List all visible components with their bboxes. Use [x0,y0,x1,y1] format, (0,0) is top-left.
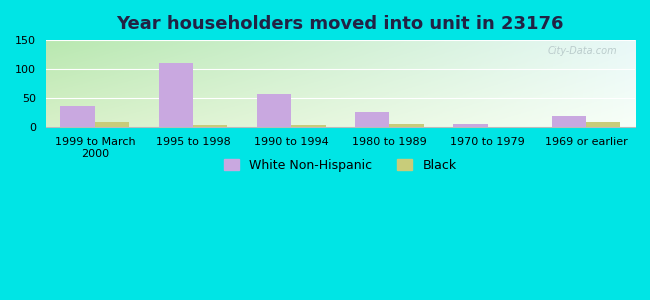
Bar [257,94,291,127]
Legend: White Non-Hispanic, Black: White Non-Hispanic, Black [224,159,456,172]
Bar [389,124,424,127]
Bar [291,125,326,127]
Text: City-Data.com: City-Data.com [548,46,617,56]
Bar [355,112,389,127]
Bar [586,122,620,127]
Bar [193,125,227,127]
Bar [453,124,488,127]
Title: Year householders moved into unit in 23176: Year householders moved into unit in 231… [116,15,564,33]
Bar [60,106,95,127]
Bar [551,116,586,127]
Bar [159,63,193,127]
Bar [95,122,129,127]
